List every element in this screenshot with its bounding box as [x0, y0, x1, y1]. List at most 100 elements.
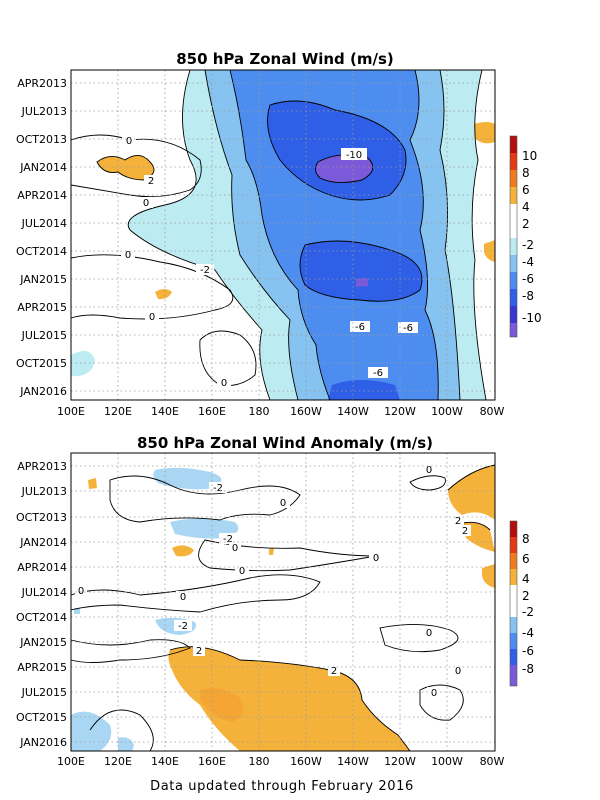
x-tick-label: 140W [337, 405, 369, 418]
bottom-clabel: -2 [178, 621, 188, 632]
cb-label: -10 [522, 311, 542, 325]
cb-label: -6 [522, 644, 534, 658]
top-clabel: -6 [403, 323, 413, 334]
cb-label: -2 [522, 238, 534, 252]
y-tick-label: JAN2015 [19, 273, 67, 286]
bottom-clabel: 2 [196, 646, 202, 657]
cb-swatch [510, 153, 517, 170]
top-clabel: -6 [373, 368, 383, 379]
x-tick-label: 140E [151, 405, 179, 418]
y-tick-label: APR2014 [17, 561, 67, 574]
x-tick-label: 100W [431, 755, 463, 768]
cb-swatch [510, 633, 517, 649]
top-region-darkblue [267, 101, 406, 200]
data-updated-footer: Data updated through February 2016 [150, 779, 414, 794]
bottom-region-orange [168, 646, 410, 751]
cb-swatch [510, 649, 517, 665]
cb-label: -8 [522, 289, 534, 303]
cb-swatch [510, 617, 517, 633]
bottom-clabel: 2 [331, 666, 337, 677]
cb-swatch [510, 272, 517, 289]
bottom-clabel: 0 [280, 498, 286, 509]
y-tick-label: OCT2014 [16, 611, 67, 624]
y-tick-label: JUL2015 [21, 686, 67, 699]
top-clabel: 2 [148, 176, 154, 187]
top-plot-area: 0 2 0 0 -2 0 0 -10 -6 -6 -6 [70, 69, 496, 401]
y-tick-label: JUL2014 [21, 217, 67, 230]
bottom-clabel: 0 [426, 465, 432, 476]
cb-swatch [510, 238, 517, 255]
y-tick-label: JAN2016 [19, 736, 67, 749]
y-tick-label: JUL2014 [21, 586, 67, 599]
bottom-region-lightblue [153, 467, 222, 490]
cb-swatch [510, 665, 517, 686]
y-tick-label: OCT2013 [16, 133, 67, 146]
top-clabel: 0 [143, 198, 149, 209]
x-tick-label: 80W [480, 405, 505, 418]
bottom-clabel: 0 [239, 566, 245, 577]
bottom-clabel: 0 [232, 543, 238, 554]
x-tick-label: 160E [198, 755, 226, 768]
cb-swatch [510, 601, 517, 617]
x-tick-label: 180 [249, 755, 270, 768]
x-tick-label: 100E [57, 755, 85, 768]
cb-swatch [510, 136, 517, 153]
bottom-x-axis: 100E 120E 140E 160E 180 160W 140W 120W 1… [57, 755, 505, 768]
top-y-axis: APR2013 JUL2013 OCT2013 JAN2014 APR2014 … [16, 77, 67, 398]
top-clabel: 0 [125, 250, 131, 261]
cb-label: 6 [522, 552, 530, 566]
cb-swatch [510, 553, 517, 569]
y-tick-label: APR2015 [17, 301, 67, 314]
cb-label: -6 [522, 272, 534, 286]
top-contour-labels: 0 2 0 0 -2 0 0 -10 -6 -6 -6 [121, 135, 418, 389]
bottom-plot-frame [70, 452, 496, 752]
cb-swatch [510, 187, 517, 204]
cb-label: -8 [522, 662, 534, 676]
y-tick-label: OCT2013 [16, 511, 67, 524]
cb-swatch [510, 306, 517, 323]
cb-swatch [510, 585, 517, 601]
bottom-colorbar: 8 6 4 2 -2 -4 -6 -8 [509, 520, 534, 687]
x-tick-label: 120E [104, 405, 132, 418]
x-tick-label: 160W [290, 405, 322, 418]
top-clabel: 0 [126, 136, 132, 147]
y-tick-label: OCT2014 [16, 245, 67, 258]
x-tick-label: 120W [384, 755, 416, 768]
bottom-clabel: 0 [426, 628, 432, 639]
cb-swatch [510, 323, 517, 337]
cb-label: 2 [522, 589, 530, 603]
cb-swatch [510, 204, 517, 221]
x-tick-label: 160E [198, 405, 226, 418]
top-grid [71, 70, 495, 400]
bottom-clabel: 0 [78, 586, 84, 597]
cb-label: 4 [522, 200, 530, 214]
y-tick-label: JAN2015 [19, 636, 67, 649]
bottom-plot-area: 0 -2 0 2 2 -2 0 0 0 0 0 -2 0 2 2 0 0 [70, 452, 496, 752]
top-clabel: -6 [355, 322, 365, 333]
cb-swatch [510, 569, 517, 585]
y-tick-label: OCT2015 [16, 711, 67, 724]
cb-label: 10 [522, 149, 537, 163]
top-x-axis: 100E 120E 140E 160E 180 160W 140W 120W 1… [57, 405, 505, 418]
top-clabel: 0 [221, 378, 227, 389]
cb-label: -4 [522, 255, 534, 269]
bottom-chart-title: 850 hPa Zonal Wind Anomaly (m/s) [137, 434, 433, 452]
cb-swatch [510, 255, 517, 272]
x-tick-label: 100W [431, 405, 463, 418]
cb-swatch [510, 170, 517, 187]
x-tick-label: 100E [57, 405, 85, 418]
bottom-clabel: 2 [455, 516, 461, 527]
y-tick-label: APR2014 [17, 189, 67, 202]
bottom-clabel: -2 [223, 534, 233, 545]
cb-swatch [510, 289, 517, 306]
x-tick-label: 180 [249, 405, 270, 418]
y-tick-label: JAN2014 [19, 536, 67, 549]
x-tick-label: 160W [290, 755, 322, 768]
zonal-wind-panel: 850 hPa Zonal Wind (m/s) [16, 50, 542, 418]
y-tick-label: JUL2013 [21, 105, 67, 118]
bottom-clabel: 2 [462, 526, 468, 537]
y-tick-label: JAN2016 [19, 385, 67, 398]
bottom-clabel: -2 [213, 483, 223, 494]
y-tick-label: JAN2014 [19, 161, 67, 174]
